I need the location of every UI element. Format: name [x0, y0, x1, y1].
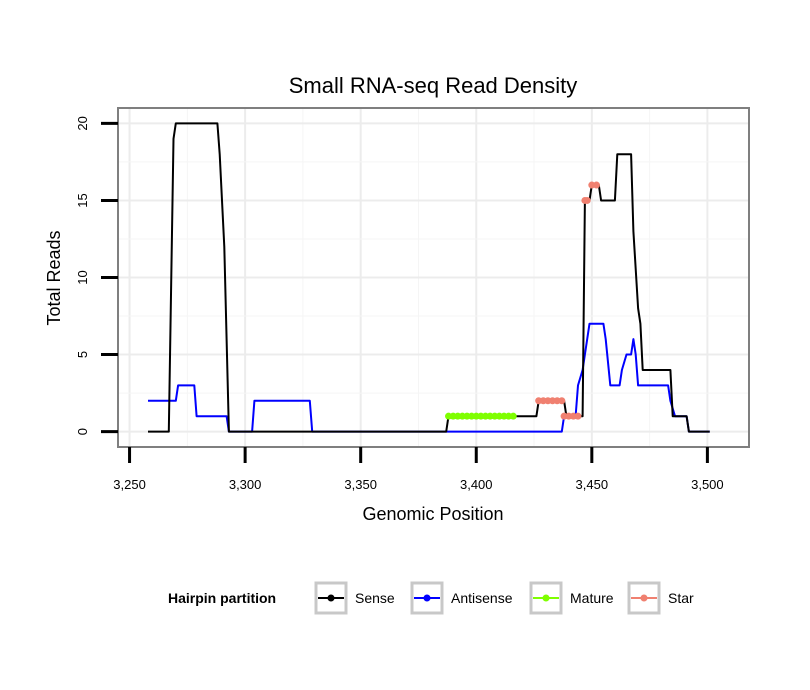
- y-tick-label: 0: [75, 428, 90, 435]
- y-tick-label: 20: [75, 116, 90, 130]
- grid-lines: [118, 108, 749, 447]
- legend-entry-sense: Sense: [314, 581, 395, 615]
- data-point: [509, 412, 517, 420]
- x-tick-label: 3,400: [460, 477, 493, 492]
- axes: 3,250 3,300 3,350 3,400 3,450 3,500 0 5 10 15 20: [75, 107, 750, 492]
- x-tick-label: 3,300: [229, 477, 262, 492]
- y-tick-label: 10: [75, 270, 90, 284]
- y-tick-label: 5: [75, 351, 90, 358]
- x-tick-label: 3,350: [344, 477, 377, 492]
- data-point: [574, 412, 582, 420]
- data-point: [558, 397, 566, 405]
- x-tick-label: 3,500: [691, 477, 724, 492]
- series-points-star: [535, 181, 600, 420]
- legend-key-point: [327, 594, 335, 602]
- legend-entry-antisense: Antisense: [410, 581, 513, 615]
- legend-label: Mature: [570, 590, 614, 606]
- data-point: [583, 196, 591, 204]
- data-point: [592, 181, 600, 189]
- legend: Hairpin partition Sense Antisense Mature St…: [168, 581, 694, 615]
- legend-key-point: [542, 594, 550, 602]
- series-layer: [148, 122, 710, 433]
- legend-entry-star: Star: [627, 581, 694, 615]
- x-tick-label: 3,450: [576, 477, 609, 492]
- legend-key-point: [423, 594, 431, 602]
- chart-title: Small RNA-seq Read Density: [289, 73, 578, 98]
- legend-label: Sense: [355, 590, 395, 606]
- legend-key-point: [640, 594, 648, 602]
- y-axis-title: Total Reads: [44, 230, 64, 325]
- x-tick-label: 3,250: [113, 477, 146, 492]
- legend-entry-mature: Mature: [529, 581, 614, 615]
- x-axis-title: Genomic Position: [362, 504, 503, 524]
- legend-label: Antisense: [451, 590, 513, 606]
- series-points-mature: [445, 412, 517, 420]
- y-tick-label: 15: [75, 193, 90, 207]
- legend-title: Hairpin partition: [168, 590, 276, 606]
- legend-label: Star: [668, 590, 694, 606]
